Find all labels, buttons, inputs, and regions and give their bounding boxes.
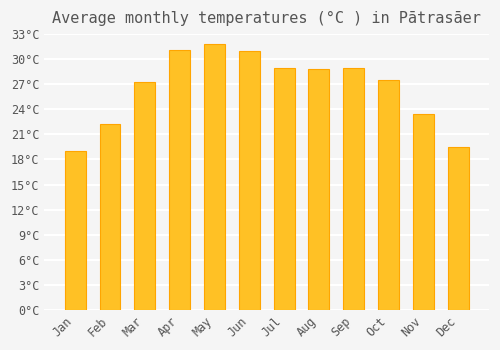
Bar: [308, 69, 330, 310]
Bar: [344, 68, 364, 310]
Bar: [378, 80, 399, 310]
Bar: [64, 151, 86, 310]
Bar: [448, 147, 468, 310]
Bar: [274, 68, 294, 310]
Bar: [239, 51, 260, 310]
Bar: [134, 82, 155, 310]
Title: Average monthly temperatures (°C ) in Pātrasāer: Average monthly temperatures (°C ) in Pā…: [52, 11, 481, 26]
Bar: [204, 44, 225, 310]
Bar: [413, 113, 434, 310]
Bar: [169, 50, 190, 310]
Bar: [100, 124, 120, 310]
